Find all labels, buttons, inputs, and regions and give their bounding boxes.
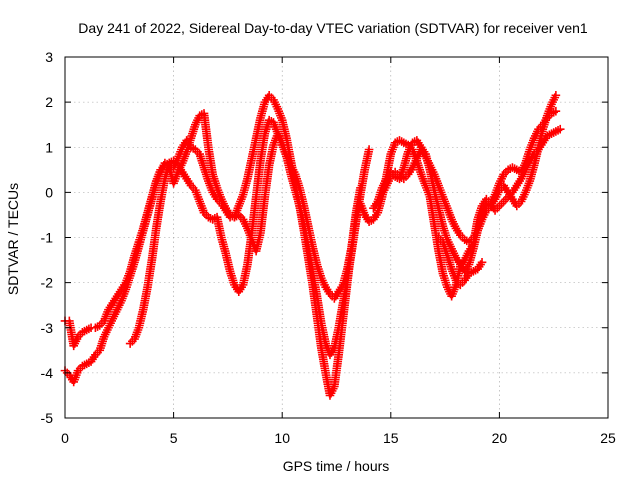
data-point — [356, 183, 365, 193]
y-tick-label: -2 — [41, 275, 54, 291]
series-6 — [377, 91, 561, 247]
data-point — [555, 124, 565, 134]
x-tick-label: 25 — [600, 430, 616, 446]
data-point — [364, 145, 374, 154]
chart-title: Day 241 of 2022, Sidereal Day-to-day VTE… — [78, 20, 588, 36]
x-tick-label: 10 — [274, 430, 290, 446]
x-axis-tick-labels: 0 5 10 15 20 25 — [61, 430, 616, 446]
series-7 — [434, 233, 487, 290]
x-tick-label: 15 — [383, 430, 399, 446]
x-axis-label: GPS time / hours — [283, 458, 390, 474]
y-tick-label: -5 — [41, 410, 54, 426]
series-3 — [125, 129, 343, 348]
data-point — [477, 258, 487, 267]
y-axis-label: SDTVAR / TECUs — [5, 183, 21, 295]
y-tick-label: 0 — [45, 184, 53, 200]
data-marks — [60, 91, 565, 400]
y-tick-label: -4 — [41, 365, 54, 381]
axis-ticks — [64, 56, 609, 419]
data-point — [551, 106, 561, 116]
y-tick-label: 2 — [45, 94, 53, 110]
y-tick-label: -1 — [41, 230, 54, 246]
x-tick-label: 0 — [61, 430, 69, 446]
y-tick-label: -3 — [41, 320, 54, 336]
y-tick-label: 1 — [45, 139, 53, 155]
data-point — [551, 91, 561, 100]
y-tick-label: 3 — [45, 49, 53, 65]
x-tick-label: 5 — [170, 430, 178, 446]
y-axis-tick-labels: -5 -4 -3 -2 -1 0 1 2 3 — [41, 49, 54, 426]
x-tick-label: 20 — [492, 430, 508, 446]
